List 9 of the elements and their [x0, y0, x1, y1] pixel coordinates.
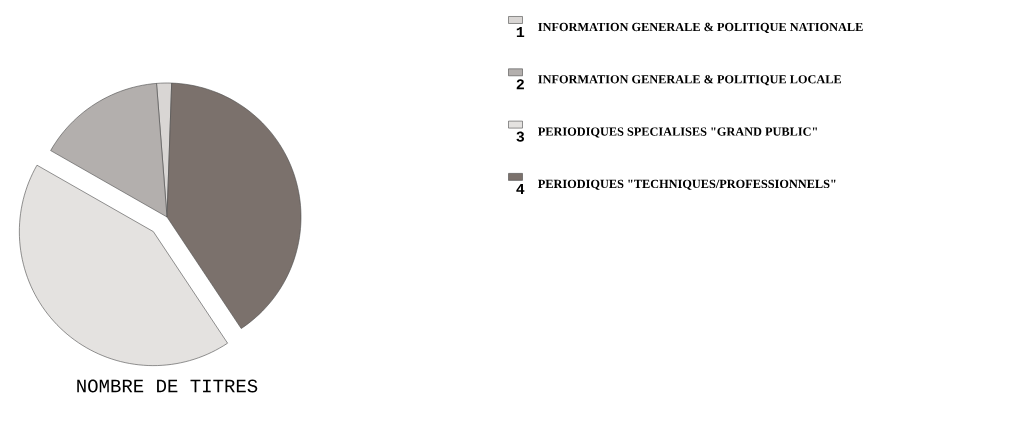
legend-label: PERIODIQUES "TECHNIQUES/PROFESSIONNELS" [538, 179, 836, 190]
legend-label: INFORMATION GENERALE & POLITIQUE LOCALE [538, 75, 842, 86]
text: 2 [516, 79, 524, 90]
text: 3 [516, 131, 525, 142]
legend-label: INFORMATION GENERALE & POLITIQUE NATIONALE [538, 22, 863, 33]
legend-label: PERIODIQUES SPECIALISES "GRAND PUBLIC" [538, 127, 817, 138]
text: 1 [516, 27, 525, 37]
text: 4 [516, 184, 525, 194]
text: NOMBRE DE TITRES [77, 379, 258, 393]
